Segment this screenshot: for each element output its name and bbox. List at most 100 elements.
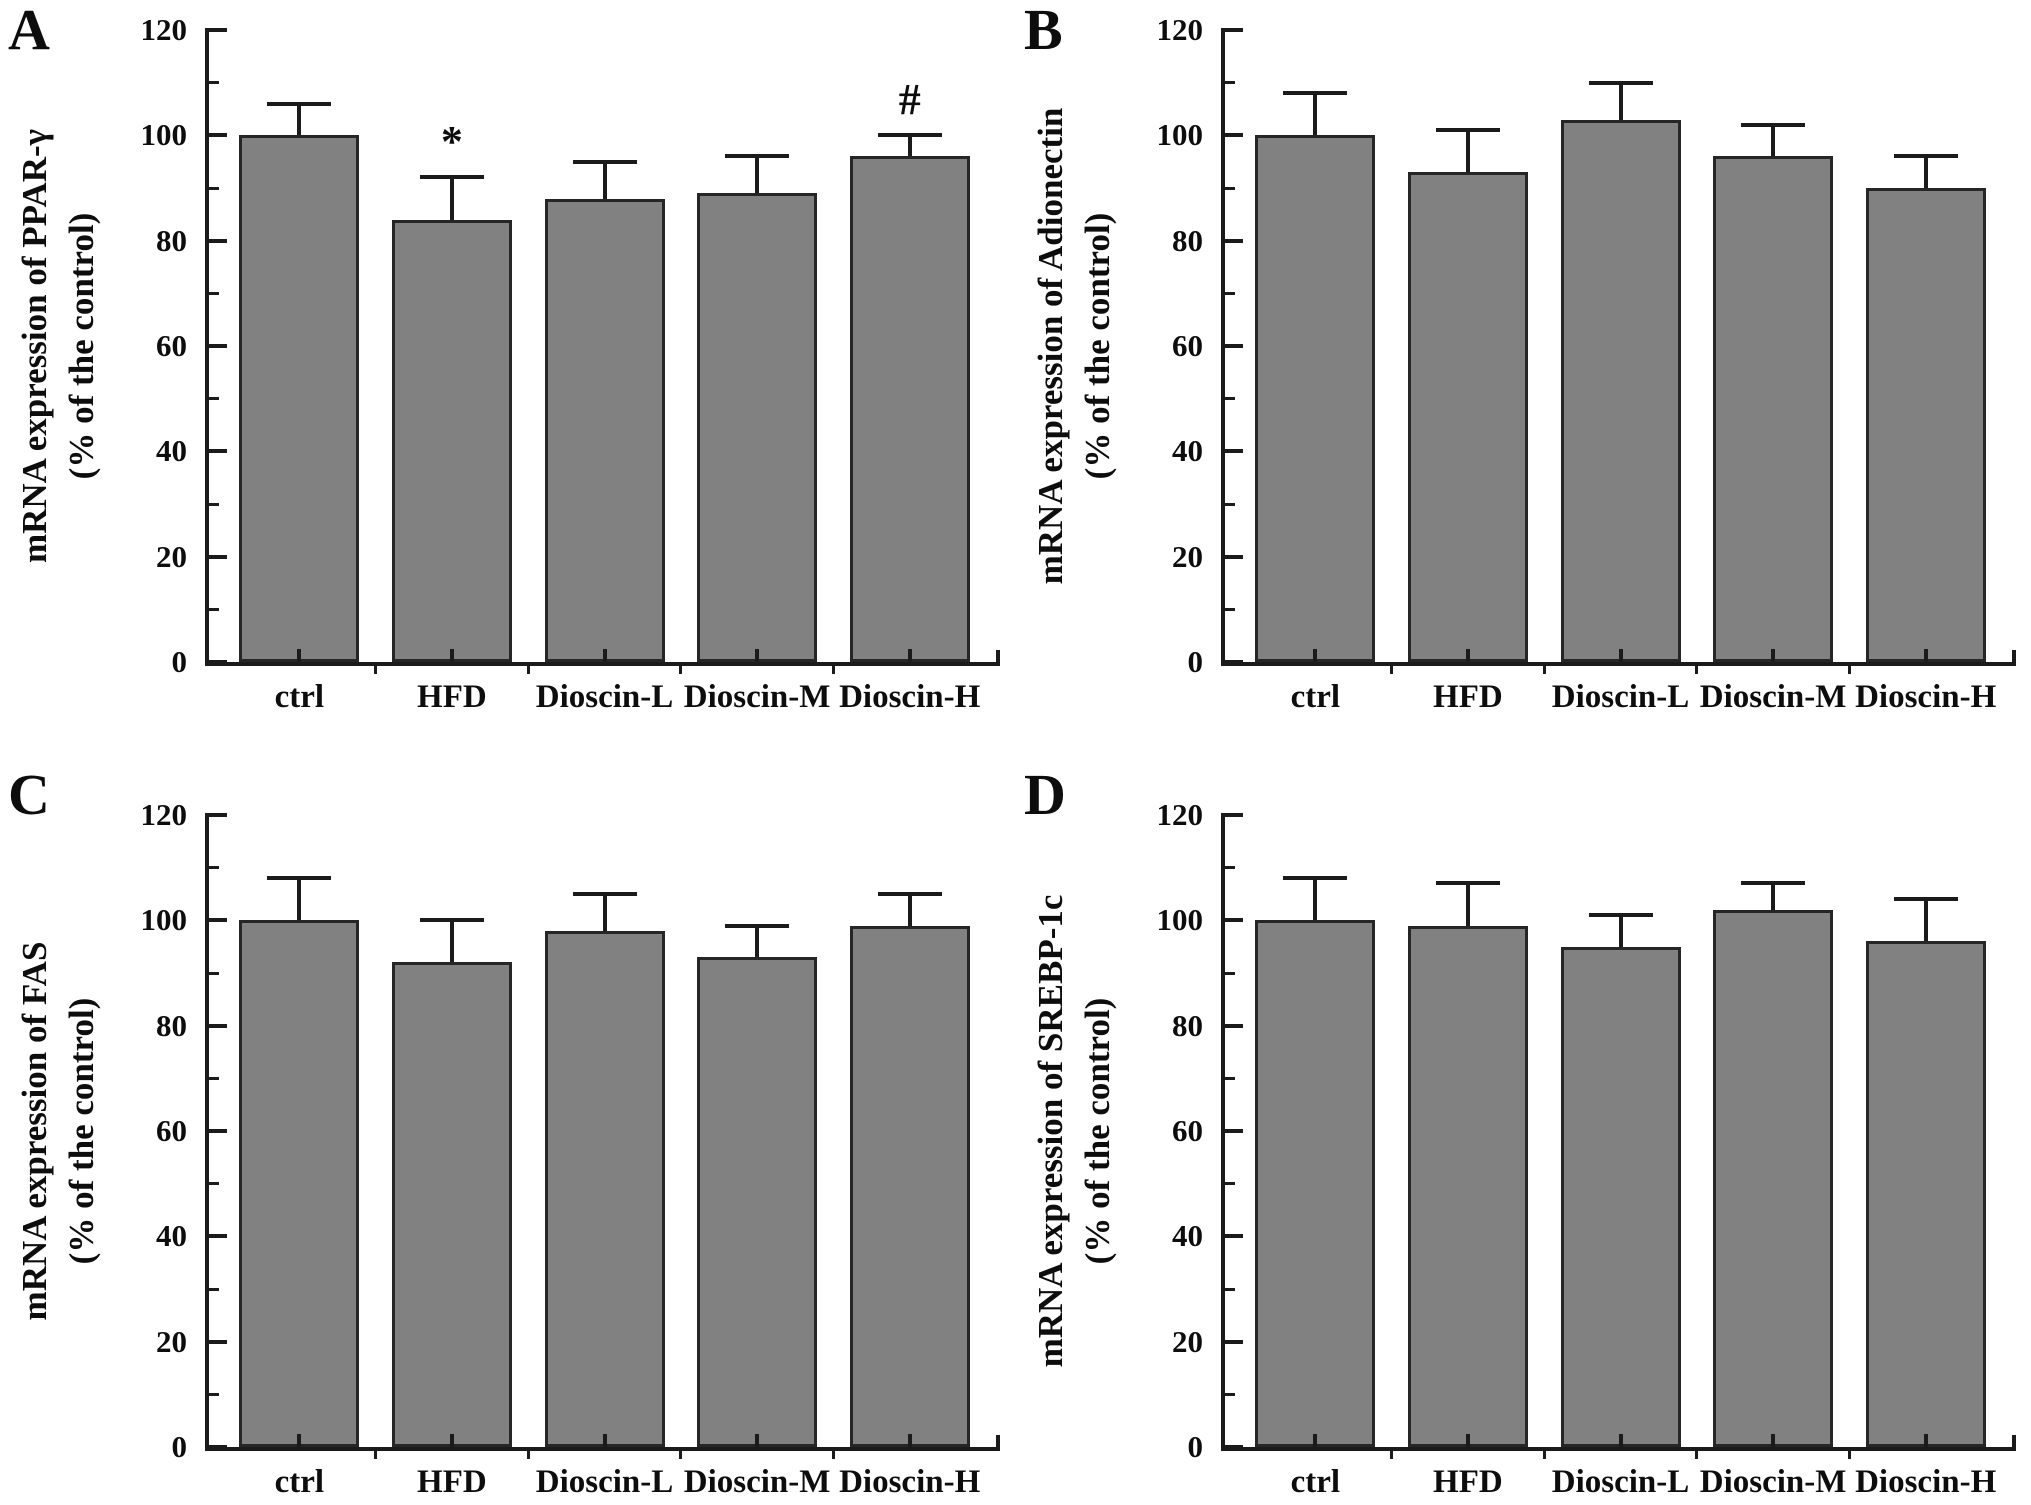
- y-axis-line: [1221, 28, 1225, 666]
- x-category-label: Dioscin-M: [1699, 1464, 1847, 1500]
- panel-label: A: [8, 0, 50, 62]
- y-tick-label: 20: [156, 1323, 187, 1359]
- x-axis-tick: [602, 649, 607, 662]
- x-axis-tick: [1771, 649, 1776, 662]
- bar: [239, 135, 360, 662]
- y-major-tick: [1225, 28, 1243, 32]
- y-tick-label: 80: [156, 222, 187, 258]
- y-axis-line: [1221, 813, 1225, 1451]
- y-major-tick: [1225, 1339, 1243, 1344]
- significance-annotation: #: [898, 75, 921, 125]
- error-bar-cap: [1741, 881, 1806, 886]
- error-bar-cap: [725, 923, 790, 928]
- y-major-tick: [209, 1339, 227, 1344]
- y-minor-tick: [209, 1182, 219, 1186]
- x-axis-tick: [1465, 649, 1470, 662]
- error-bar-stem: [1313, 878, 1318, 921]
- x-slot-tick: [1695, 1451, 1699, 1459]
- x-axis-tick: [1923, 1434, 1928, 1447]
- plot-area: 0 20 40 60 80 100 120 ctrl HFD Dioscin-L Dioscin-M…: [141, 797, 1000, 1500]
- y-tick-label: 100: [1156, 902, 1204, 938]
- x-category-label: HFD: [1433, 679, 1503, 715]
- x-slot-tick: [1542, 666, 1546, 674]
- y-major-tick: [1225, 1023, 1243, 1028]
- bar: [1713, 156, 1834, 662]
- y-axis-line: [205, 28, 209, 666]
- significance-annotation: *: [440, 117, 463, 167]
- bar: [391, 219, 512, 662]
- error-bar-stem: [907, 894, 912, 926]
- y-major-tick: [209, 660, 227, 664]
- y-tick-label: 80: [1172, 1007, 1203, 1043]
- y-tick-label: 0: [1187, 1429, 1204, 1464]
- x-axis-line: [205, 1447, 1000, 1451]
- y-minor-tick: [1225, 607, 1235, 611]
- x-slot-tick: [831, 666, 835, 674]
- y-major-tick: [1225, 1129, 1243, 1133]
- y-minor-tick: [209, 291, 219, 295]
- y-minor-tick: [1225, 186, 1235, 190]
- x-category-label: HFD: [417, 679, 487, 715]
- error-bar-cap: [267, 101, 332, 106]
- x-category-label: Dioscin-M: [683, 679, 831, 715]
- y-tick-label: 20: [156, 538, 187, 574]
- x-axis-tick: [1313, 1434, 1318, 1447]
- error-bar-cap: [725, 154, 790, 159]
- error-bar-stem: [602, 894, 607, 931]
- y-minor-tick: [209, 397, 219, 401]
- x-category-label: Dioscin-H: [839, 1464, 981, 1500]
- y-minor-tick: [1225, 1182, 1235, 1186]
- error-bar-cap: [1435, 881, 1500, 886]
- y-tick-label: 40: [1172, 1218, 1203, 1254]
- x-axis-tick: [602, 1434, 607, 1447]
- y-major-tick: [1225, 554, 1243, 559]
- bar: [849, 925, 970, 1447]
- bar: [1713, 909, 1834, 1447]
- error-bar-cap: [1893, 897, 1958, 902]
- x-category-label: Dioscin-L: [535, 679, 674, 715]
- y-major-tick: [1225, 1234, 1243, 1239]
- error-bar-cap: [877, 892, 942, 896]
- error-bar-stem: [449, 920, 454, 963]
- x-axis-tick: [1618, 649, 1623, 662]
- bar: [1865, 188, 1986, 662]
- x-category-label: Dioscin-L: [1551, 679, 1690, 715]
- error-bar-stem: [1923, 156, 1928, 188]
- x-category-label: Dioscin-L: [1551, 1464, 1690, 1500]
- x-slot-tick: [1542, 1451, 1546, 1459]
- x-axis-tick: [1771, 1434, 1776, 1447]
- x-slot-tick: [1390, 666, 1394, 674]
- error-bar-stem: [907, 135, 912, 157]
- y-tick-label: 120: [140, 797, 188, 832]
- y-major-tick: [1225, 238, 1243, 243]
- y-minor-tick: [209, 607, 219, 611]
- y-major-tick: [209, 449, 227, 454]
- plot-area: 0 20 40 60 80 100 120 ctrl HFD Dioscin-L Dioscin-M…: [1157, 12, 2016, 715]
- panel-c: C mRNA expression of FAS (% of the contr…: [0, 753, 1015, 1505]
- y-major-tick: [1225, 133, 1243, 138]
- y-major-tick: [209, 1445, 227, 1449]
- x-axis-tick: [449, 649, 454, 662]
- y-major-tick: [1225, 1445, 1243, 1449]
- x-slot-tick: [526, 1451, 530, 1459]
- x-category-label: HFD: [417, 1464, 487, 1500]
- y-tick-label: 100: [140, 902, 188, 938]
- x-category-label: Dioscin-M: [1699, 679, 1847, 715]
- x-axis-tick: [755, 649, 760, 662]
- y-minor-tick: [1225, 1076, 1235, 1080]
- error-bar-cap: [1283, 876, 1348, 881]
- x-axis-line: [1221, 1447, 2016, 1451]
- error-bar-cap: [419, 175, 484, 180]
- bar: [1865, 941, 1986, 1447]
- panel-a: A mRNA expression of PPAR-γ (% of the co…: [0, 0, 1015, 752]
- y-minor-tick: [1225, 291, 1235, 295]
- y-major-tick: [1225, 813, 1243, 817]
- error-bar-stem: [1771, 124, 1776, 157]
- y-tick-label: 60: [156, 328, 187, 363]
- bar: [1255, 135, 1376, 662]
- x-category-label: Dioscin-H: [839, 679, 981, 715]
- y-minor-tick: [209, 1392, 219, 1396]
- error-bar-cap: [267, 876, 332, 881]
- error-bar-cap: [1588, 913, 1653, 918]
